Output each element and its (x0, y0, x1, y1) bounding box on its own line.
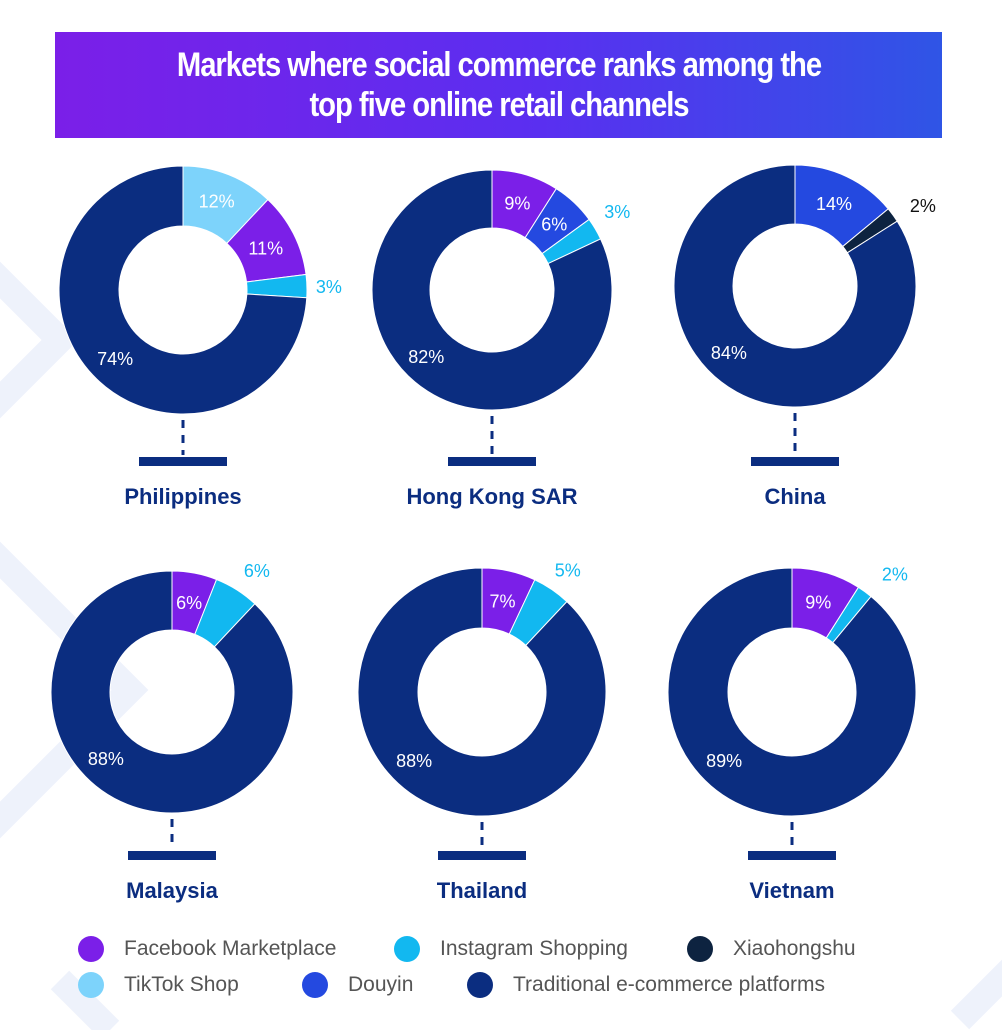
slice-label-instagram: 2% (882, 565, 908, 585)
country-label: China (764, 484, 826, 509)
slice-label-instagram: 5% (555, 560, 581, 580)
stand-base (139, 457, 227, 466)
donut-slice-traditional (58, 165, 308, 415)
donut-slice-traditional (673, 164, 917, 408)
donut-slice-traditional (667, 567, 917, 817)
slice-label-facebook: 6% (176, 593, 202, 613)
slice-label-instagram: 6% (244, 561, 270, 581)
slice-label-facebook: 7% (489, 591, 515, 611)
slice-label-traditional: 82% (408, 347, 444, 367)
stand-base (448, 457, 536, 466)
slice-label-xiaohongshu: 2% (910, 196, 936, 216)
stand-base (748, 851, 836, 860)
slice-label-douyin: 14% (816, 194, 852, 214)
slice-label-traditional: 74% (97, 349, 133, 369)
slice-label-facebook: 9% (805, 593, 831, 613)
slice-label-traditional: 88% (396, 751, 432, 771)
slice-label-traditional: 88% (88, 749, 124, 769)
slice-label-instagram: 3% (316, 277, 342, 297)
stand-base (128, 851, 216, 860)
stand-base (438, 851, 526, 860)
country-label: Vietnam (749, 878, 834, 903)
donut-slice-traditional (371, 169, 613, 411)
stand-base (751, 457, 839, 466)
country-label: Thailand (437, 878, 527, 903)
slice-label-traditional: 84% (711, 343, 747, 363)
donut-slice-traditional (50, 570, 294, 814)
donut-slice-traditional (357, 567, 607, 817)
slice-label-instagram: 3% (604, 202, 630, 222)
chart-title: Markets where social commerce ranks amon… (176, 46, 821, 124)
slice-label-facebook: 11% (248, 238, 283, 258)
title-banner: Markets where social commerce ranks amon… (55, 32, 942, 138)
slice-label-douyin: 6% (541, 215, 567, 235)
slice-label-tiktok: 12% (199, 192, 235, 212)
slice-label-facebook: 9% (504, 194, 530, 214)
country-label: Malaysia (126, 878, 218, 903)
country-label: Hong Kong SAR (406, 484, 577, 509)
slice-label-traditional: 89% (706, 751, 742, 771)
country-label: Philippines (124, 484, 241, 509)
